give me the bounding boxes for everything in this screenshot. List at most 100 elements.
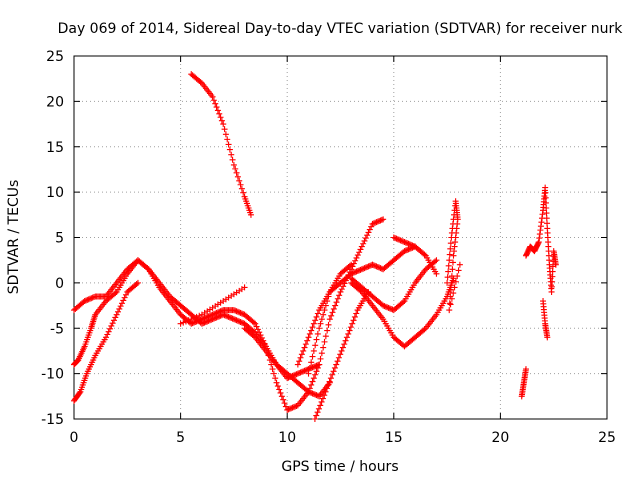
data-point [292, 371, 299, 378]
data-point [238, 310, 245, 317]
data-point [198, 320, 205, 327]
y-tick-label: 0 [55, 276, 64, 292]
data-point [353, 310, 360, 317]
data-point [447, 301, 454, 308]
data-point [340, 283, 347, 290]
data-point [226, 146, 233, 153]
data-point [544, 334, 551, 341]
data-point [336, 292, 343, 299]
data-point [310, 320, 317, 327]
data-point [309, 364, 316, 371]
data-point [386, 305, 393, 312]
data-point [222, 312, 229, 319]
data-point [308, 389, 315, 396]
data-point [314, 330, 321, 337]
data-point [544, 220, 551, 227]
data-point [133, 281, 140, 288]
data-point [234, 308, 241, 315]
data-point [316, 361, 323, 368]
data-point [330, 368, 337, 375]
data-point [353, 268, 360, 275]
data-point [217, 114, 224, 121]
data-point [312, 363, 319, 370]
data-point [360, 240, 367, 247]
data-point [277, 389, 284, 396]
data-point [542, 189, 549, 196]
data-point [398, 237, 405, 244]
data-point [220, 311, 227, 318]
data-point [296, 370, 303, 377]
data-point [394, 236, 401, 243]
data-point [405, 240, 412, 247]
data-point [384, 304, 391, 311]
data-point [313, 392, 320, 399]
data-point [212, 315, 219, 322]
data-point [447, 286, 454, 293]
data-point [270, 370, 277, 377]
series-arc-13 [390, 234, 419, 250]
data-point [313, 412, 320, 419]
data-point [209, 316, 216, 323]
marks-layer [71, 71, 559, 422]
data-point [381, 303, 388, 310]
series-arc-16 [522, 184, 559, 295]
y-tick-label: 25 [46, 49, 64, 65]
data-point [305, 334, 312, 341]
data-point [410, 243, 417, 250]
data-point [310, 375, 317, 382]
data-point [330, 305, 337, 312]
data-point [332, 302, 339, 309]
data-point [401, 239, 408, 246]
data-point [446, 257, 453, 264]
data-point [112, 314, 119, 321]
y-tick-label: -10 [41, 367, 64, 383]
data-point [354, 267, 361, 274]
data-point [118, 300, 125, 307]
data-point [374, 263, 381, 270]
data-point [188, 316, 195, 323]
data-point [286, 405, 293, 412]
data-point [90, 294, 97, 301]
data-point [274, 383, 281, 390]
data-point [548, 288, 555, 295]
data-point [327, 375, 334, 382]
data-point [233, 169, 240, 176]
data-point [333, 299, 340, 306]
data-point [446, 307, 453, 314]
data-point [542, 199, 549, 206]
data-point [234, 173, 241, 180]
data-point [182, 318, 189, 325]
data-point [297, 369, 304, 376]
data-point [338, 347, 345, 354]
data-point [226, 314, 233, 321]
data-point [228, 151, 235, 158]
data-point [543, 205, 550, 212]
data-point [313, 313, 320, 320]
data-point [236, 177, 243, 184]
data-point [293, 371, 300, 378]
x-axis-label: GPS time / hours [281, 459, 398, 475]
data-point [351, 313, 358, 320]
data-point [321, 392, 328, 399]
data-point [315, 405, 322, 412]
data-point [354, 252, 361, 259]
data-point [373, 219, 380, 226]
data-point [268, 361, 275, 368]
data-point [365, 263, 372, 270]
data-point [237, 319, 244, 326]
data-point [238, 319, 245, 326]
data-point [108, 322, 115, 329]
x-tick-label: 5 [176, 430, 185, 446]
data-point [84, 296, 91, 303]
data-point [290, 404, 297, 411]
data-point [284, 406, 291, 413]
data-point [213, 314, 220, 321]
data-point [357, 266, 364, 273]
data-point [455, 267, 462, 274]
data-point [389, 306, 396, 313]
data-point [345, 330, 352, 337]
data-point [317, 402, 324, 409]
data-point [237, 309, 244, 316]
data-point [392, 235, 399, 242]
data-point [312, 317, 319, 324]
